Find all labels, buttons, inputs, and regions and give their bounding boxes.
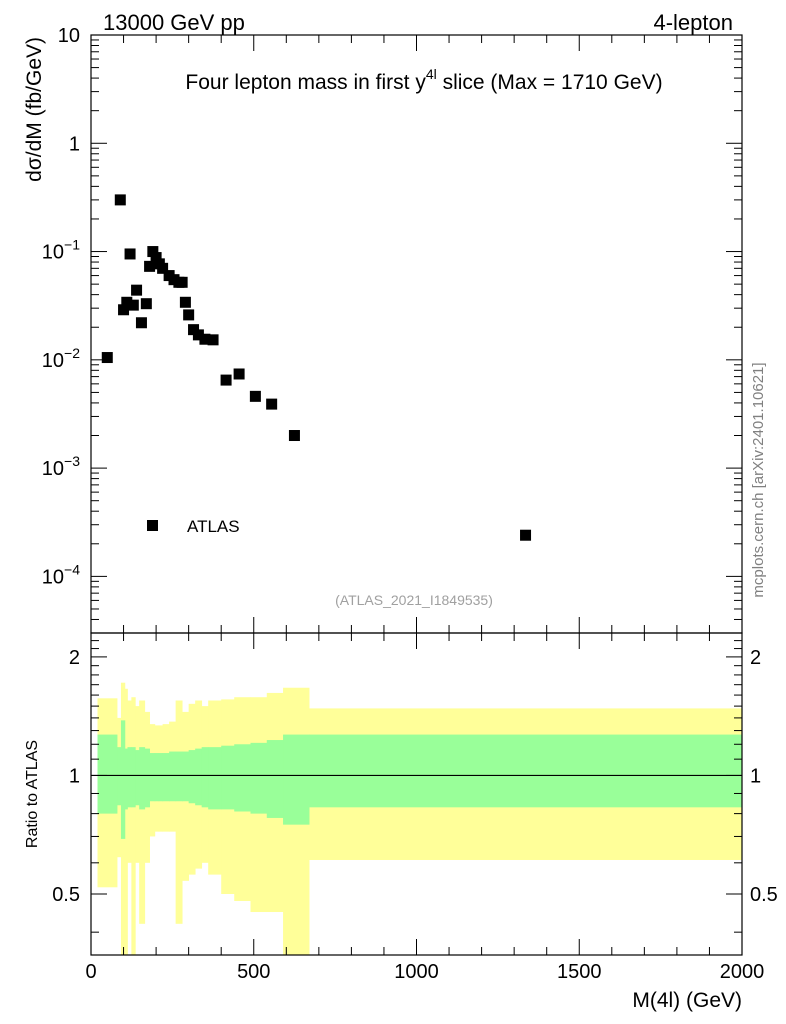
- ratio-y-tick-label: 0.5: [750, 884, 778, 906]
- main-y-tick-labels: 10 1 10−1 10−2 10−3 10−4: [42, 25, 80, 588]
- data-point: [220, 374, 232, 386]
- data-point: [199, 333, 211, 345]
- data-point: [207, 334, 219, 346]
- stat-uncertainty-band: [309, 734, 742, 808]
- stat-uncertainty-band: [117, 747, 122, 806]
- data-point: [118, 304, 130, 316]
- stat-uncertainty-band: [158, 753, 164, 802]
- data-point: [288, 430, 300, 442]
- stat-uncertainty-band: [139, 747, 146, 810]
- main-axis-ticks: [90, 34, 743, 634]
- stat-uncertainty-band: [188, 750, 196, 804]
- data-point: [150, 252, 162, 264]
- y-tick-label: 1: [69, 133, 80, 155]
- ratio-y-tick-label: 2: [750, 647, 761, 669]
- x-tick-label: 1000: [394, 961, 439, 983]
- y-tick-label: 10−2: [42, 345, 80, 372]
- data-point: [135, 317, 147, 329]
- x-tick-labels: 0 500 1000 1500 2000: [85, 961, 764, 983]
- data-point: [233, 368, 245, 380]
- total-uncertainty-band: [131, 697, 136, 955]
- stat-uncertainty-band: [127, 747, 132, 808]
- ratio-y-tick-labels: 0.5 0.5 1 1 2 2: [52, 647, 778, 906]
- ratio-y-tick-label: 1: [69, 765, 80, 787]
- y-tick-label: 10−1: [42, 237, 80, 264]
- ratio-plot: 0.5 0.5 1 1 2 2 0 500 1000 1500 2000 Ratio to ATL…: [24, 632, 778, 1012]
- stat-uncertainty-band: [208, 747, 222, 810]
- total-uncertainty-band: [175, 700, 183, 924]
- data-point: [520, 529, 532, 541]
- side-reference-label: mcplots.cern.ch [arXiv:2401.10621]: [750, 362, 767, 597]
- ratio-y-tick-label: 1: [750, 765, 761, 787]
- y-tick-label: 10−3: [42, 453, 80, 480]
- process-label: 4-lepton: [653, 10, 733, 35]
- analysis-watermark: (ATLAS_2021_I1849535): [335, 592, 493, 608]
- stat-uncertainty-band: [221, 745, 235, 810]
- stat-uncertainty-band: [131, 747, 136, 808]
- stat-uncertainty-band: [124, 748, 128, 810]
- stat-uncertainty-band: [144, 748, 150, 808]
- legend-marker: [147, 520, 158, 531]
- total-uncertainty-band: [124, 688, 128, 955]
- y-axis-label: dσ/dM (fb/GeV): [23, 37, 46, 182]
- data-point: [183, 309, 195, 321]
- data-point: [140, 298, 152, 310]
- y-tick-label: 10: [58, 25, 80, 47]
- ratio-y-tick-label: 0.5: [52, 884, 80, 906]
- data-point: [147, 246, 159, 258]
- data-point: [101, 352, 113, 364]
- main-plot: 10 1 10−1 10−2 10−3 10−4 Four lepton mass in …: [23, 25, 743, 634]
- stat-uncertainty-band: [154, 753, 160, 802]
- data-point: [192, 329, 204, 341]
- stat-uncertainty-band: [149, 753, 156, 802]
- x-tick-label: 2000: [720, 961, 765, 983]
- data-points: [101, 194, 532, 541]
- stat-uncertainty-band: [201, 747, 209, 808]
- data-point: [176, 276, 188, 288]
- data-point: [131, 284, 143, 296]
- ratio-y-axis-label: Ratio to ATLAS: [24, 740, 41, 848]
- x-tick-label: 1500: [557, 961, 602, 983]
- stat-uncertainty-band: [234, 744, 251, 812]
- ratio-y-tick-label: 2: [69, 647, 80, 669]
- total-uncertainty-band: [139, 700, 146, 924]
- data-point: [266, 398, 278, 410]
- x-tick-label: 500: [237, 961, 270, 983]
- data-point: [124, 248, 136, 260]
- y-tick-label: 10−4: [42, 561, 80, 588]
- stat-uncertainty-band: [182, 751, 190, 802]
- ratio-axis-ticks: [90, 632, 743, 955]
- x-tick-label: 0: [85, 961, 96, 983]
- stat-uncertainty-band: [120, 720, 126, 839]
- data-point: [179, 296, 191, 308]
- data-point: [144, 260, 156, 272]
- legend-label: ATLAS: [187, 517, 240, 536]
- plot-title: Four lepton mass in first y4l slice (Max…: [185, 66, 662, 94]
- data-point: [127, 299, 139, 311]
- x-axis-label: M(4l) (GeV): [632, 989, 742, 1012]
- uncertainty-bands: [97, 682, 742, 955]
- data-point: [114, 194, 126, 206]
- ratio-plot-frame: [90, 632, 743, 956]
- data-point: [157, 262, 169, 274]
- data-point: [121, 296, 133, 308]
- stat-uncertainty-band: [283, 734, 310, 825]
- stat-uncertainty-band: [250, 742, 268, 814]
- stat-uncertainty-band: [97, 734, 118, 814]
- stat-uncertainty-band: [169, 751, 177, 802]
- energy-label: 13000 GeV pp: [103, 10, 245, 35]
- stat-uncertainty-band: [266, 740, 284, 818]
- data-point: [249, 390, 261, 402]
- stat-uncertainty-band: [195, 748, 203, 806]
- stat-uncertainty-band: [162, 753, 170, 802]
- stat-uncertainty-band: [175, 751, 183, 802]
- stat-uncertainty-band: [135, 750, 140, 806]
